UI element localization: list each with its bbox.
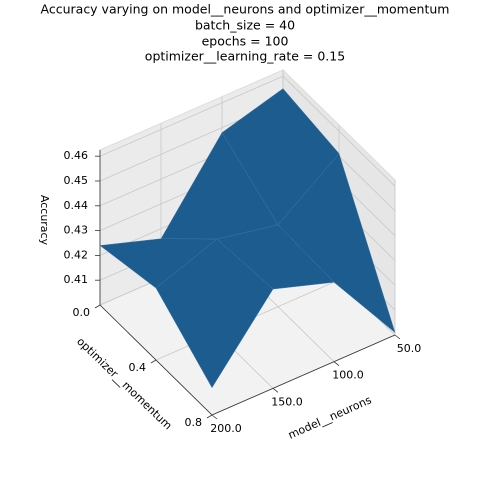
chart-subtitle: epochs = 100 [202,34,289,49]
chart-title: Accuracy varying on model__neurons and o… [41,2,450,17]
chart-subtitle: batch_size = 40 [195,18,295,33]
x-axis [211,334,396,416]
grid-line [99,75,284,157]
x-tick [211,414,218,420]
x-tick-label: 50.0 [397,342,422,355]
z-tick-label: 0.43 [64,224,89,237]
z-tick-label: 0.41 [64,273,89,286]
x-tick-label: 100.0 [332,369,364,382]
y-tick-label: 0.0 [73,306,91,319]
y-axis [99,304,213,416]
y-tick [206,414,213,419]
x-tick-label: 150.0 [271,395,303,408]
y-tick-label: 0.4 [129,361,147,374]
y-tick [150,359,157,364]
x-tick [394,334,401,340]
z-tick-label: 0.44 [64,199,89,212]
grid-line [282,75,396,187]
z-tick-label: 0.45 [64,174,89,187]
surface-patch [155,238,274,388]
z-tick-label: 0.46 [64,149,89,162]
y-tick-label: 0.8 [185,416,203,429]
chart-subtitle: optimizer__learning_rate = 0.15 [145,49,345,64]
x-tick-label: 200.0 [210,422,242,435]
x-tick [333,361,340,366]
x-tick [272,388,279,393]
z-tick-label: 0.42 [64,248,89,261]
y-tick [94,304,101,309]
z-axis-label: Accuracy [38,195,51,246]
